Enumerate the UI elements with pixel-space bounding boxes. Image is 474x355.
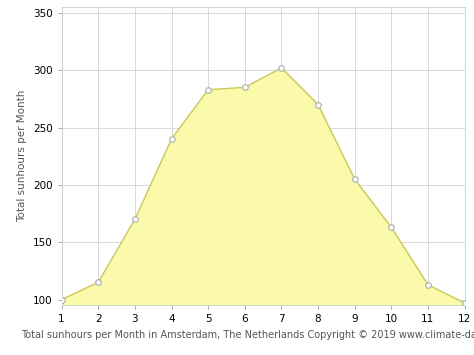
X-axis label: Total sunhours per Month in Amsterdam, The Netherlands Copyright © 2019 www.clim: Total sunhours per Month in Amsterdam, T… [21, 330, 474, 340]
Y-axis label: Total sunhours per Month: Total sunhours per Month [17, 90, 27, 222]
